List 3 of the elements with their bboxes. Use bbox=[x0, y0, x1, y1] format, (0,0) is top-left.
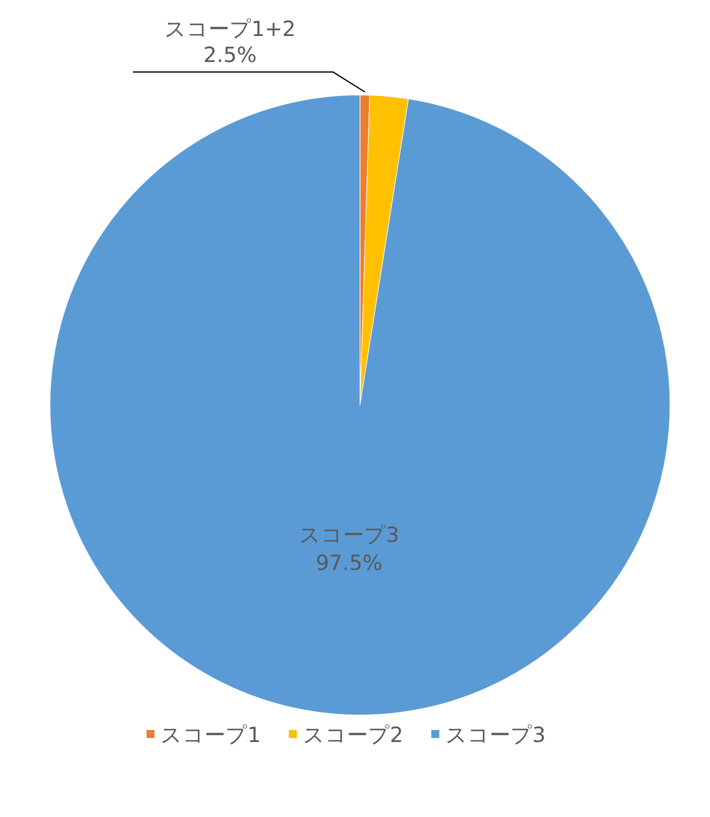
slice-label: スコープ3 bbox=[298, 523, 400, 548]
data-label: 97.5% bbox=[316, 551, 382, 576]
text: スコープ1+2 2.5% bbox=[164, 17, 296, 67]
